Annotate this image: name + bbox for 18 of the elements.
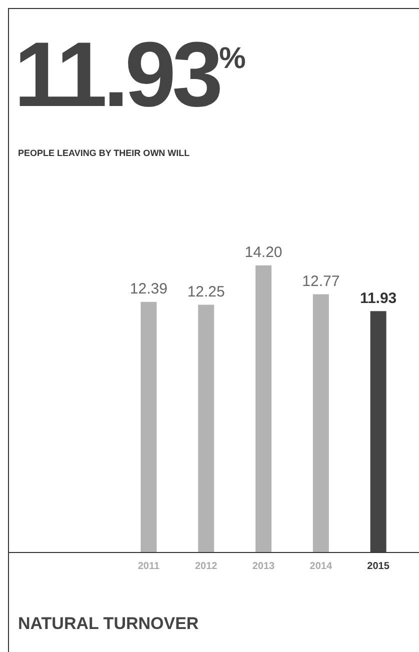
data-label: 12.25 — [187, 283, 225, 300]
data-label: 12.39 — [130, 280, 168, 298]
bar — [256, 265, 272, 552]
x-tick-label: 2011 — [138, 560, 160, 572]
text: NATURAL TURNOVER — [18, 614, 199, 634]
x-tick-label: 2012 — [194, 560, 218, 572]
x-tick-label: 2015 — [367, 560, 390, 572]
data-label: 11.93 — [360, 290, 397, 307]
chart-subtitle: PEOPLE LEAVING BY THEIR OWN WILL — [18, 148, 190, 158]
bar — [370, 311, 386, 552]
data-label: 14.20 — [244, 244, 282, 261]
x-tick-label: 2013 — [252, 560, 276, 572]
chart-title: 11.93$^{%}$ — [14, 23, 246, 128]
bar — [140, 302, 157, 552]
bar — [312, 294, 329, 552]
data-label: 12.77 — [302, 272, 340, 290]
x-tick-label: 2014 — [310, 560, 332, 572]
bar — [198, 304, 214, 552]
